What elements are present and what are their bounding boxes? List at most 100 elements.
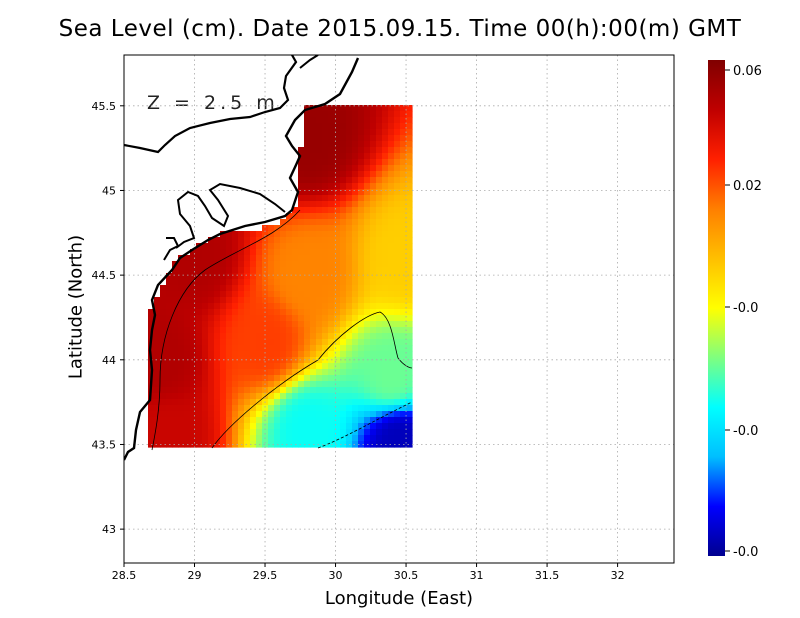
field-cell xyxy=(370,207,377,214)
field-cell xyxy=(388,255,395,262)
field-cell xyxy=(238,351,245,358)
field-cell xyxy=(286,351,293,358)
field-cell xyxy=(238,273,245,280)
field-cell xyxy=(256,435,263,442)
field-cell xyxy=(328,225,335,232)
field-cell xyxy=(406,351,413,358)
field-cell xyxy=(352,159,359,166)
field-cell xyxy=(304,171,311,178)
field-cell xyxy=(280,369,287,376)
contour-line-mid xyxy=(211,311,413,449)
field-cell xyxy=(286,441,293,448)
field-cell xyxy=(244,399,251,406)
field-cell xyxy=(256,273,263,280)
field-cell xyxy=(226,303,233,310)
field-cell xyxy=(352,141,359,148)
field-cell xyxy=(196,381,203,388)
field-cell xyxy=(160,291,167,298)
field-cell xyxy=(304,381,311,388)
field-cell xyxy=(244,357,251,364)
contour-line-south xyxy=(317,401,413,449)
field-cell xyxy=(214,249,221,256)
field-cell xyxy=(220,315,227,322)
field-cell xyxy=(400,105,407,112)
field-cell xyxy=(316,423,323,430)
field-cell xyxy=(178,363,185,370)
field-cell xyxy=(352,147,359,154)
field-cell xyxy=(292,435,299,442)
field-cell xyxy=(310,291,317,298)
field-cell xyxy=(358,399,365,406)
field-cell xyxy=(334,321,341,328)
field-cell xyxy=(370,303,377,310)
field-cell xyxy=(370,189,377,196)
field-cell xyxy=(184,261,191,268)
field-cell xyxy=(370,345,377,352)
field-cell xyxy=(394,279,401,286)
field-cell xyxy=(364,225,371,232)
field-cell xyxy=(184,333,191,340)
field-cell xyxy=(400,171,407,178)
field-cell xyxy=(256,303,263,310)
field-cell xyxy=(400,399,407,406)
field-cell xyxy=(382,117,389,124)
field-cell xyxy=(298,243,305,250)
field-cell xyxy=(394,189,401,196)
field-cell xyxy=(364,393,371,400)
field-cell xyxy=(382,231,389,238)
field-cell xyxy=(382,375,389,382)
field-cell xyxy=(316,225,323,232)
field-cell xyxy=(298,285,305,292)
field-cell xyxy=(310,333,317,340)
field-cell xyxy=(364,255,371,262)
field-cell xyxy=(304,207,311,214)
field-cell xyxy=(382,261,389,268)
depth-label: Z = 2.5 m xyxy=(147,92,279,114)
field-cell xyxy=(304,327,311,334)
field-cell xyxy=(232,435,239,442)
field-cell xyxy=(286,255,293,262)
field-cell xyxy=(280,363,287,370)
field-cell xyxy=(232,423,239,430)
field-cell xyxy=(334,387,341,394)
field-cell xyxy=(244,261,251,268)
field-cell xyxy=(358,153,365,160)
field-cell xyxy=(196,249,203,256)
field-cell xyxy=(358,189,365,196)
field-cell xyxy=(286,219,293,226)
field-cell xyxy=(202,375,209,382)
field-cell xyxy=(340,405,347,412)
field-cell xyxy=(304,417,311,424)
field-cell xyxy=(394,129,401,136)
field-cell xyxy=(250,387,257,394)
field-cell xyxy=(160,399,167,406)
field-cell xyxy=(190,291,197,298)
field-cell xyxy=(178,417,185,424)
field-cell xyxy=(298,315,305,322)
field-cell xyxy=(190,333,197,340)
field-cell xyxy=(370,177,377,184)
field-cell xyxy=(358,117,365,124)
field-cell xyxy=(346,381,353,388)
field-cell xyxy=(298,411,305,418)
field-cell xyxy=(370,309,377,316)
field-cell xyxy=(268,393,275,400)
field-cell xyxy=(184,339,191,346)
field-cell xyxy=(370,171,377,178)
field-cell xyxy=(370,393,377,400)
field-cell xyxy=(322,303,329,310)
field-cell xyxy=(280,267,287,274)
field-cell xyxy=(250,231,257,238)
field-cell xyxy=(328,375,335,382)
field-cell xyxy=(322,363,329,370)
field-cell xyxy=(376,363,383,370)
field-cell xyxy=(304,231,311,238)
field-cell xyxy=(172,333,179,340)
field-cell xyxy=(334,129,341,136)
field-cell xyxy=(346,243,353,250)
field-cell xyxy=(328,339,335,346)
field-cell xyxy=(328,219,335,226)
field-cell xyxy=(232,339,239,346)
grid-lines xyxy=(124,55,674,563)
field-cell xyxy=(166,369,173,376)
